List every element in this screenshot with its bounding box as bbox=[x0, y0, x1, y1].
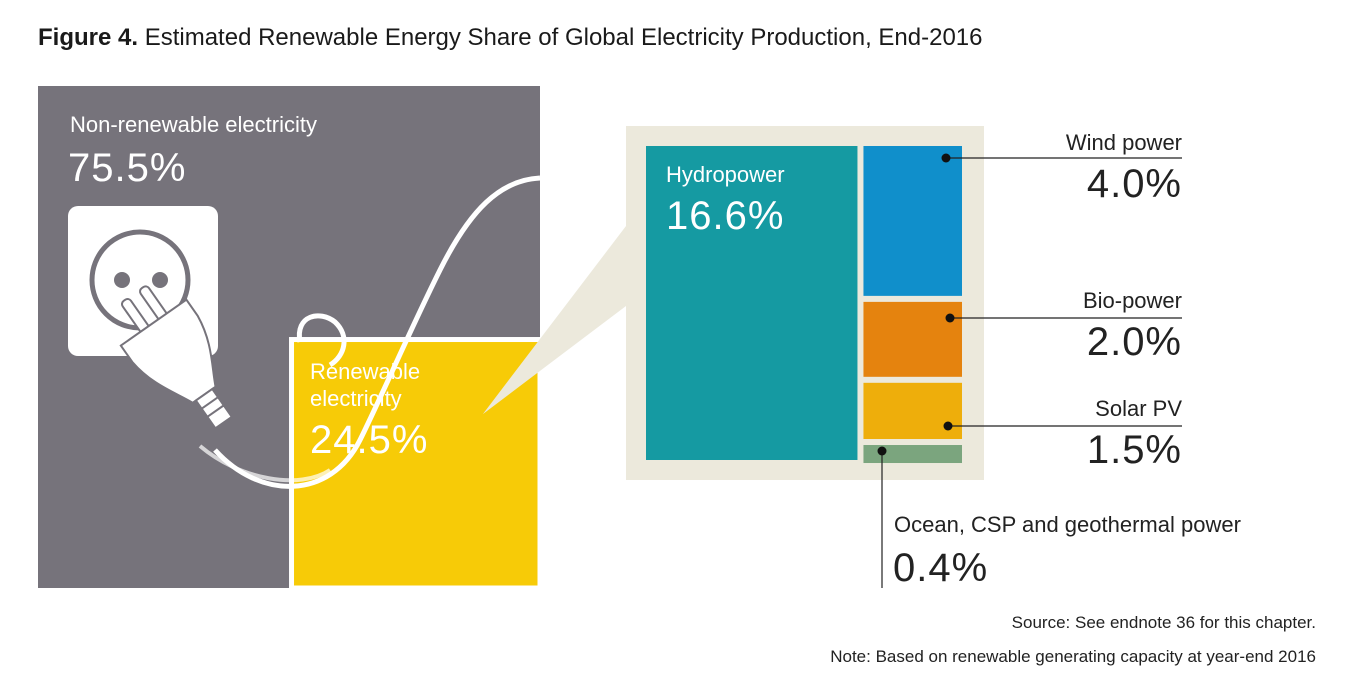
bio-power-label: Bio-power bbox=[1082, 288, 1182, 313]
ocean-leader-dot bbox=[877, 446, 887, 456]
renewable-block bbox=[289, 337, 543, 591]
zoom-callout-wedge bbox=[482, 226, 626, 480]
bio-power-value: 2.0% bbox=[1086, 320, 1182, 364]
ocean-csp-geothermal-label: Ocean, CSP and geothermal power bbox=[894, 512, 1241, 537]
renewable-value: 24.5% bbox=[310, 418, 429, 462]
leader-lines bbox=[877, 153, 1182, 588]
solar-pv-value: 1.5% bbox=[1086, 428, 1182, 472]
hydropower-value: 16.6% bbox=[666, 194, 785, 238]
hydropower-label: Hydropower bbox=[666, 162, 785, 187]
solar-pv-label: Solar PV bbox=[1095, 396, 1182, 421]
cable bbox=[213, 175, 541, 489]
nonrenewable-value: 75.5% bbox=[68, 146, 187, 190]
source-note: Source: See endnote 36 for this chapter. bbox=[1011, 613, 1316, 632]
cable-loop bbox=[296, 313, 347, 368]
ocean-csp-geothermal-block bbox=[863, 445, 962, 464]
nonrenewable-label: Non-renewable electricity bbox=[70, 112, 317, 137]
ocean-csp-geothermal-value: 0.4% bbox=[893, 546, 989, 590]
bio-leader-dot bbox=[945, 313, 955, 323]
figure-title-text: Estimated Renewable Energy Share of Glob… bbox=[144, 24, 983, 51]
socket-hole-left bbox=[114, 272, 130, 288]
renewable-label: Renewable electricity bbox=[310, 359, 421, 411]
footnote: Note: Based on renewable generating capa… bbox=[830, 647, 1316, 666]
bio-power-block bbox=[863, 301, 962, 377]
wind-power-label: Wind power bbox=[1065, 130, 1182, 155]
solar-leader-dot bbox=[943, 421, 953, 431]
wind-leader-dot bbox=[941, 153, 951, 163]
cable-shadow bbox=[198, 444, 332, 483]
figure-label: Figure 4. bbox=[38, 24, 139, 51]
wind-power-value: 4.0% bbox=[1086, 162, 1182, 206]
hydropower-block bbox=[646, 146, 858, 460]
wind-power-block bbox=[863, 146, 962, 296]
plug-socket-illustration bbox=[68, 175, 541, 489]
plug-icon bbox=[119, 285, 234, 430]
solar-pv-block bbox=[863, 382, 962, 440]
socket-hole-right bbox=[152, 272, 168, 288]
figure-title: Figure 4. Estimated Renewable Energy Sha… bbox=[38, 24, 983, 52]
